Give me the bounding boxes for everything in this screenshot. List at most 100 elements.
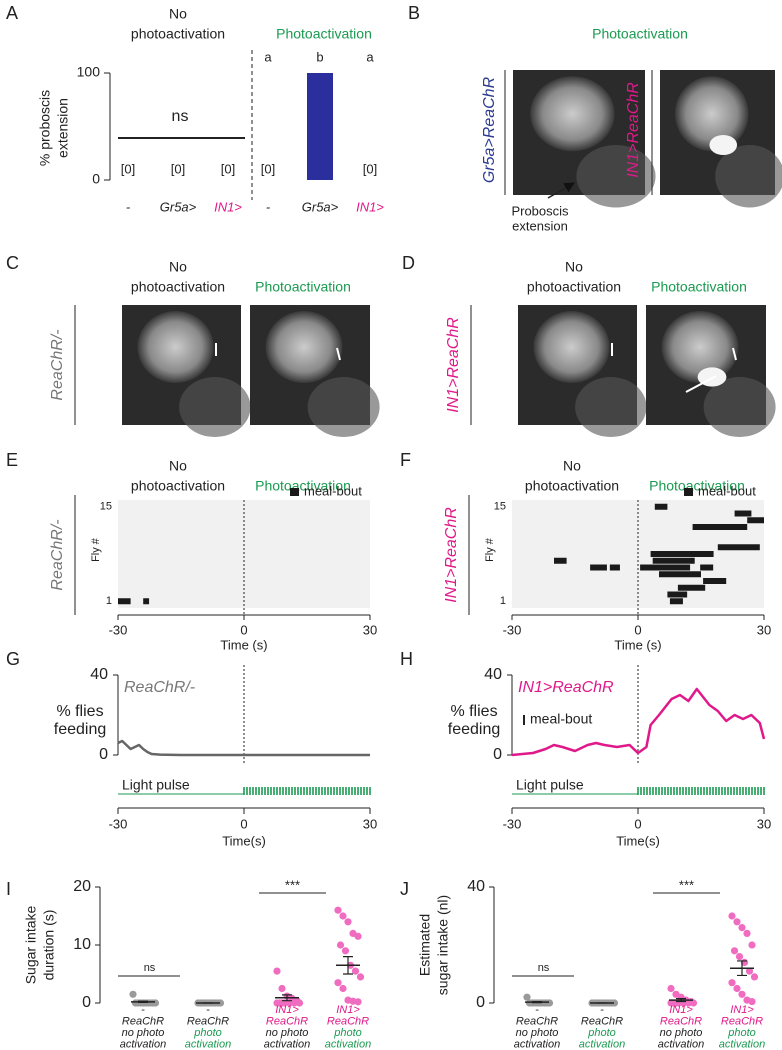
photo-eye: [576, 145, 656, 208]
data-point: [733, 918, 741, 926]
meal-bout: [609, 564, 620, 571]
legend-label: meal-bout: [698, 483, 756, 498]
annotation: ***: [679, 877, 694, 892]
trace: [117, 739, 370, 757]
group-letter: a: [264, 49, 272, 64]
data-point: [728, 912, 736, 920]
panel-label: G: [6, 649, 20, 669]
data-point: [743, 929, 751, 938]
panel-label: A: [6, 3, 18, 23]
x-axis-label: Time (s): [220, 637, 267, 652]
data-point: [354, 932, 362, 940]
series-label: IN1>ReaChR: [518, 679, 614, 696]
meal-bout: [652, 557, 695, 564]
annotation: ns: [144, 962, 156, 974]
header-photoactivation: Photoactivation: [276, 26, 372, 42]
data-point: [334, 906, 342, 914]
category-label: IN1>: [356, 199, 384, 214]
data-point: [356, 973, 365, 981]
category-label: Gr5a>: [302, 199, 339, 214]
legend-label: meal-bout: [530, 711, 592, 727]
data-point: [523, 993, 531, 1001]
data-point: [540, 999, 549, 1007]
group-label: ReaChR: [516, 1015, 558, 1027]
x-tick-label: 30: [757, 622, 771, 637]
group-letter: a: [366, 49, 374, 64]
photo-eye: [575, 377, 647, 437]
y-tick-label: 10: [73, 936, 91, 953]
marker: [685, 375, 717, 393]
data-point: [745, 967, 754, 975]
group-label: activation: [185, 1038, 231, 1050]
photo-head: [674, 76, 749, 152]
genotype-label: IN1>ReaChR: [625, 82, 642, 178]
meal-bout: [590, 564, 607, 571]
data-point: [525, 999, 534, 1007]
group-label: IN1>: [336, 1004, 360, 1016]
x-tick-label: -30: [503, 816, 522, 831]
data-point: [728, 979, 736, 987]
annotation: Proboscis: [511, 203, 569, 218]
meal-bout: [734, 510, 752, 517]
meal-bout: [659, 571, 701, 578]
y-axis-label: feeding: [448, 721, 501, 738]
data-point: [738, 990, 746, 998]
y-tick-label: 40: [484, 666, 502, 683]
genotype-label: Gr5a>ReaChR: [481, 76, 498, 183]
meal-bout: [650, 551, 714, 557]
y-tick-label: 1: [106, 595, 112, 607]
header-no-photoactivation: photoactivation: [131, 478, 225, 494]
data-point: [733, 984, 741, 993]
y-axis-label: extension: [55, 98, 71, 158]
group-label: ReaChR: [122, 1015, 164, 1027]
group-label: -: [206, 1004, 210, 1016]
category-label: -: [266, 199, 271, 214]
group-label: no photo: [266, 1027, 309, 1039]
photo-head: [137, 311, 214, 383]
x-tick-label: 0: [634, 622, 641, 637]
group-label: IN1>: [275, 1004, 299, 1016]
error-bar: [138, 1000, 148, 1004]
marker: [732, 347, 737, 361]
data-point: [341, 947, 350, 955]
header-photoactivation: Photoactivation: [651, 279, 747, 295]
category-label: Gr5a>: [160, 199, 197, 214]
data-point: [730, 947, 739, 955]
header-photoactivation: Photoactivation: [255, 279, 351, 295]
data-point: [748, 997, 756, 1006]
meal-bout: [667, 591, 688, 598]
category-label: -: [126, 199, 131, 214]
y-tick-label: 0: [476, 994, 485, 1011]
photo-head: [533, 311, 610, 383]
meal-bout: [700, 564, 714, 571]
x-tick-label: 30: [757, 816, 771, 831]
group-label: photo: [193, 1027, 222, 1039]
data-point: [610, 999, 619, 1007]
data-point: [336, 941, 345, 949]
annotation: ns: [172, 108, 189, 125]
data-point: [295, 999, 304, 1007]
series-label: ReaChR/-: [124, 679, 195, 696]
value-label: [0]: [121, 161, 135, 176]
data-point: [748, 941, 756, 949]
header-no-photoactivation: photoactivation: [131, 26, 225, 42]
y-axis-label: % flies: [450, 703, 497, 720]
header-no-photoactivation: No: [169, 458, 187, 474]
x-tick-label: 0: [240, 622, 247, 637]
photo-eye: [179, 377, 251, 437]
group-label: ReaChR: [187, 1015, 229, 1027]
panel-label: H: [400, 649, 413, 669]
photo-head: [661, 311, 739, 383]
genotype-label: IN1>ReaChR: [445, 317, 462, 413]
annotation: ***: [285, 877, 300, 892]
genotype-label: IN1>ReaChR: [443, 507, 460, 603]
data-point: [689, 999, 698, 1007]
group-label: activation: [579, 1038, 625, 1050]
x-tick-label: -30: [503, 622, 522, 637]
meal-bout: [703, 578, 727, 584]
group-label: no photo: [660, 1027, 703, 1039]
group-label: ReaChR: [581, 1015, 623, 1027]
group-label: activation: [264, 1038, 310, 1050]
